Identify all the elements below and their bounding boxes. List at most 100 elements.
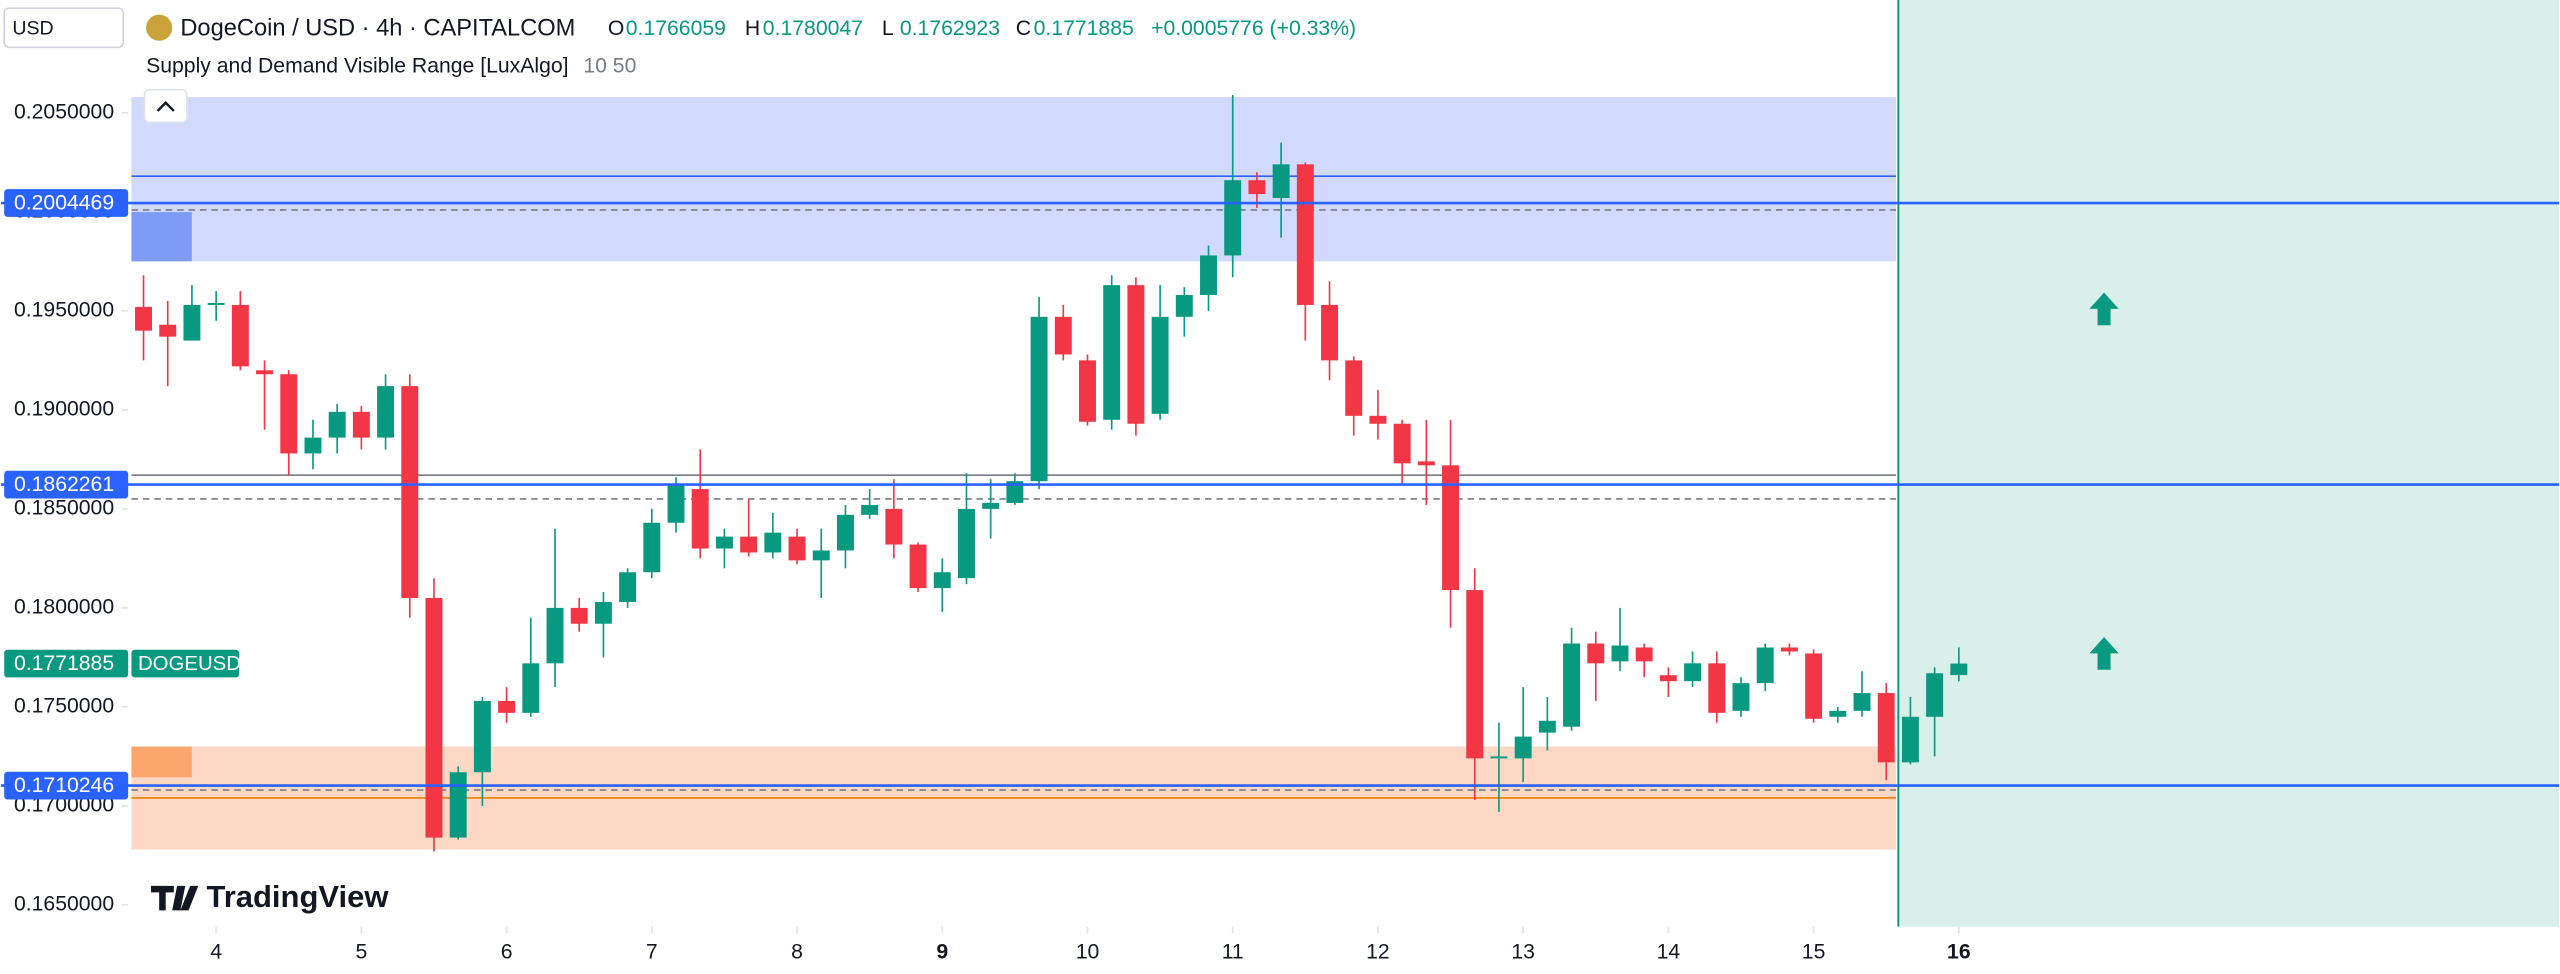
zone-block: [131, 212, 192, 262]
indicator-params: 10 50: [583, 54, 636, 77]
y-tick-label: 0.1950000: [14, 298, 114, 321]
ohlc-label: L: [882, 17, 894, 40]
y-tick-label: 0.1650000: [14, 892, 114, 915]
x-tick-label: 4: [210, 940, 222, 963]
candle-body: [1732, 683, 1750, 711]
candle-body: [1272, 164, 1290, 199]
candle-body: [643, 522, 661, 573]
candle-body: [1127, 285, 1145, 424]
candle-body: [449, 772, 467, 838]
candle-body: [1006, 481, 1024, 503]
x-tick-label: 8: [791, 940, 803, 963]
candle-body: [1901, 716, 1919, 763]
candle-body: [1659, 675, 1677, 682]
signal-arrow: [2089, 637, 2119, 670]
candle-body: [764, 532, 782, 553]
marks-layer: 0.20500000.20000000.19500000.19000000.18…: [0, 95, 2560, 963]
price-tag-label: 0.1862261: [14, 473, 114, 496]
candle-body: [207, 302, 225, 305]
symbol-tag: [131, 649, 240, 678]
coin-icon: [146, 14, 173, 41]
candle-body: [1684, 663, 1702, 682]
logo: TradingView: [206, 879, 389, 914]
x-tick-label: 9: [936, 940, 948, 963]
candle-body: [1587, 643, 1605, 664]
x-tick-label: 11: [1222, 940, 1244, 963]
candle-body: [159, 324, 177, 337]
price-tag-label: 0.2004469: [14, 191, 114, 214]
candle-body: [1756, 647, 1774, 684]
candle-body: [982, 502, 1000, 509]
x-tick-label: 15: [1802, 940, 1826, 963]
candle-body: [1490, 756, 1508, 759]
indicator-name: Supply and Demand Visible Range [LuxAlgo…: [146, 54, 568, 77]
candle-body: [183, 304, 201, 341]
candle-body: [1369, 415, 1387, 424]
candle-body: [957, 508, 975, 579]
candle-body: [401, 386, 419, 598]
candle-body: [1853, 693, 1871, 711]
candle-body: [352, 411, 370, 438]
y-tick-label: 0.2050000: [14, 100, 114, 123]
candle-body: [498, 700, 516, 713]
candle-body: [1829, 710, 1847, 717]
collapse-icon[interactable]: [156, 101, 175, 112]
candle-body: [933, 572, 951, 589]
candle-body: [909, 544, 927, 589]
x-tick-label: 10: [1076, 940, 1100, 963]
candle-body: [1635, 647, 1653, 662]
ohlc-label: C: [1016, 17, 1031, 40]
candle-body: [522, 663, 540, 713]
collapse-button[interactable]: [143, 88, 188, 124]
y-tick-label: 0.1850000: [14, 496, 114, 519]
x-tick-label: 5: [355, 940, 367, 963]
ohlc-value: 0.1771885: [1034, 17, 1134, 40]
price-tag: [4, 470, 129, 499]
candle-body: [570, 607, 588, 624]
currency-box[interactable]: [3, 7, 125, 49]
candle-body: [1175, 295, 1193, 317]
ohlc-label: H: [745, 17, 760, 40]
candle-body: [715, 536, 733, 549]
candle-body: [1151, 316, 1169, 414]
candle-body: [812, 550, 830, 561]
candle-body: [1877, 693, 1895, 763]
ohlc-value: 0.1762923: [900, 17, 1000, 40]
x-tick-label: 16: [1947, 940, 1971, 963]
candle-body: [256, 370, 274, 375]
candle-body: [425, 597, 443, 838]
candle-body: [836, 514, 854, 551]
zone-block: [131, 746, 192, 778]
chart-title: DogeCoin / USD · 4h · CAPITALCOM: [180, 16, 575, 42]
candle-body: [1950, 663, 1968, 676]
candle-body: [304, 437, 322, 454]
candle-body: [691, 489, 709, 549]
x-tick-label: 14: [1657, 940, 1681, 963]
candle-body: [619, 572, 637, 602]
ohlc-value: 0.1780047: [763, 17, 863, 40]
candle-body: [1538, 720, 1556, 733]
candle-body: [135, 306, 153, 331]
candle-body: [1805, 653, 1823, 719]
zone: [131, 97, 1897, 262]
candle-body: [546, 607, 564, 664]
candle-body: [885, 508, 903, 545]
candle-body: [861, 504, 879, 515]
currency[interactable]: USD: [12, 18, 53, 40]
last-price-tag: [4, 649, 129, 678]
candle-body: [1514, 736, 1532, 759]
candle-body: [231, 304, 249, 367]
signal-arrow: [2089, 292, 2119, 326]
price-tag: [4, 771, 129, 800]
candle-body: [1200, 255, 1217, 296]
candle-body: [1224, 180, 1242, 256]
candle-body: [1466, 590, 1484, 759]
y-tick-label: 0.1800000: [14, 595, 114, 618]
y-tick-label: 0.1900000: [14, 397, 114, 420]
candle-body: [594, 601, 612, 624]
candle-body: [1611, 645, 1629, 662]
candle-body: [1708, 663, 1726, 713]
candle-body: [328, 411, 346, 438]
candle-body: [377, 386, 395, 438]
